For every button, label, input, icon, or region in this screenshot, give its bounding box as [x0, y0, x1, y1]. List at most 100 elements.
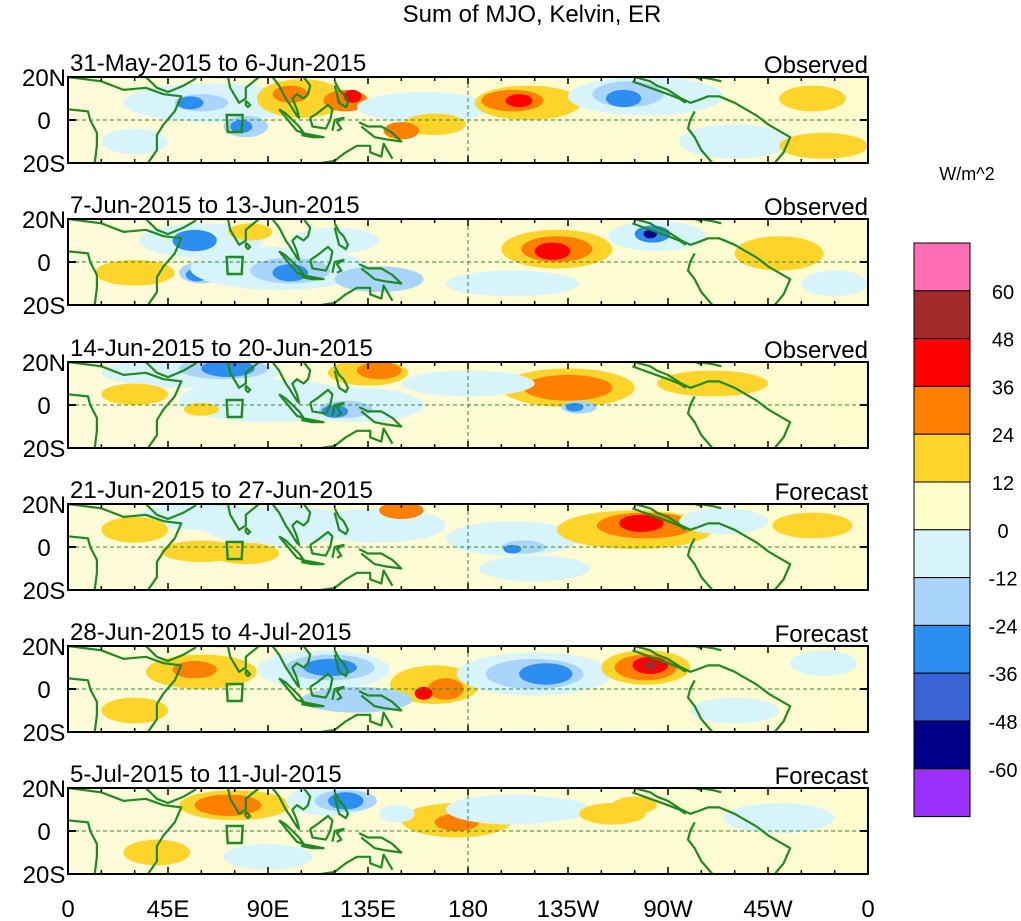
coastline [681, 77, 702, 81]
colorbar-label: 24 [992, 425, 1014, 447]
anomaly-contour [290, 227, 380, 254]
anomaly-contour [523, 374, 613, 401]
coastline [333, 222, 350, 251]
anomaly-contour [101, 516, 168, 543]
coastline [331, 116, 345, 132]
coastline [331, 401, 345, 417]
x-tick-label: 135W [537, 896, 600, 921]
anomaly-contour [172, 661, 217, 679]
coastline [68, 250, 98, 305]
coastline [321, 711, 394, 732]
anomaly-contour [383, 122, 420, 140]
coastline [634, 646, 698, 673]
panel-period: 14-Jun-2015 to 20-Jun-2015 [70, 335, 373, 362]
y-tick-label: 20N [22, 207, 66, 234]
coastline [358, 263, 403, 285]
anomaly-contour [790, 650, 857, 677]
coastline [68, 362, 183, 448]
coastline [331, 258, 345, 274]
coastline [632, 365, 687, 389]
coastline [68, 504, 183, 590]
anomaly-contour [505, 94, 533, 108]
coastline [632, 80, 687, 104]
anomaly-contour [101, 697, 168, 724]
y-tick-label: 20N [22, 350, 66, 377]
coastline [696, 522, 792, 590]
panel-period: 7-Jun-2015 to 13-Jun-2015 [70, 192, 360, 219]
panel-period: 5-Jul-2015 to 11-Jul-2015 [70, 761, 342, 788]
coastline [696, 806, 792, 874]
anomaly-contour [679, 124, 791, 159]
coastline [214, 788, 262, 815]
coastline [68, 108, 98, 163]
colorbar-swatch [913, 481, 971, 531]
coastline [68, 535, 98, 590]
coastline [696, 237, 792, 305]
panel: 14-Jun-2015 to 20-Jun-2015 Observed 20N 0 20… [22, 335, 869, 463]
coastline [244, 99, 252, 109]
x-tick-label: 135E [340, 896, 396, 921]
y-tick-label: 0 [37, 535, 50, 562]
anomaly-contour [801, 270, 868, 297]
region-box [225, 540, 244, 561]
coastline [358, 406, 403, 428]
coastline [214, 504, 262, 531]
coastline [681, 646, 702, 650]
y-tick-label: 20S [23, 720, 66, 747]
coastline [309, 814, 334, 841]
anomaly-contour [176, 96, 204, 110]
coastline [331, 543, 345, 559]
panel-period: 21-Jun-2015 to 27-Jun-2015 [70, 477, 373, 504]
coastline [271, 504, 312, 546]
colorbar-units: W/m^2 [939, 164, 994, 184]
coastline [244, 384, 252, 394]
anomaly-contour [519, 663, 573, 685]
x-tick-label: 90E [247, 896, 290, 921]
region-box [225, 824, 244, 845]
anomaly-contour [690, 697, 780, 724]
coastline [634, 788, 698, 815]
anomaly-contour [619, 514, 664, 532]
coastline [681, 788, 702, 792]
y-tick-label: 20S [23, 151, 66, 178]
coastline [68, 819, 98, 874]
coastline [301, 842, 325, 850]
coastline [358, 548, 403, 570]
colorbar-label: -12 [989, 569, 1018, 591]
coastline [358, 121, 403, 143]
coastline [271, 219, 312, 261]
colorbar-swatch [913, 529, 971, 579]
panel-status: Observed [764, 52, 868, 79]
anomaly-contour [379, 504, 424, 520]
anomaly-contour [212, 542, 280, 565]
x-tick-label: 0 [61, 896, 74, 921]
colorbar-label: -36 [989, 664, 1018, 686]
panel-status: Forecast [775, 621, 869, 648]
y-tick-label: 20N [22, 65, 66, 92]
coastline [301, 700, 325, 708]
panel-status: Forecast [775, 479, 869, 506]
coastline [214, 362, 262, 389]
panel: 31-May-2015 to 6-Jun-2015 Observed 20N 0 20S [22, 50, 869, 178]
coastline [244, 241, 252, 251]
coastline [214, 646, 262, 673]
anomaly-contour [356, 92, 491, 123]
coastline [333, 80, 350, 109]
coastline [321, 284, 394, 305]
colorbar-label: -48 [989, 712, 1018, 734]
panel: 21-Jun-2015 to 27-Jun-2015 Forecast 20N 0 20… [22, 477, 869, 605]
anomaly-contour [328, 792, 364, 810]
anomaly-contour [723, 803, 835, 834]
colorbar-label: 48 [992, 330, 1014, 352]
coastline [331, 685, 345, 701]
anomaly-contour [343, 89, 362, 103]
colorbar-swatch [913, 577, 971, 626]
anomaly-contour [612, 796, 657, 814]
panel-status: Observed [764, 337, 868, 364]
coastline [686, 537, 714, 590]
x-tick-label: 45E [147, 896, 190, 921]
coastline [681, 219, 702, 223]
colorbar-swatch [913, 720, 971, 770]
coastline [634, 219, 698, 246]
colorbar: 60 48 36 24 12 0 -12 -24 -36 -48 -60 [913, 242, 1018, 818]
